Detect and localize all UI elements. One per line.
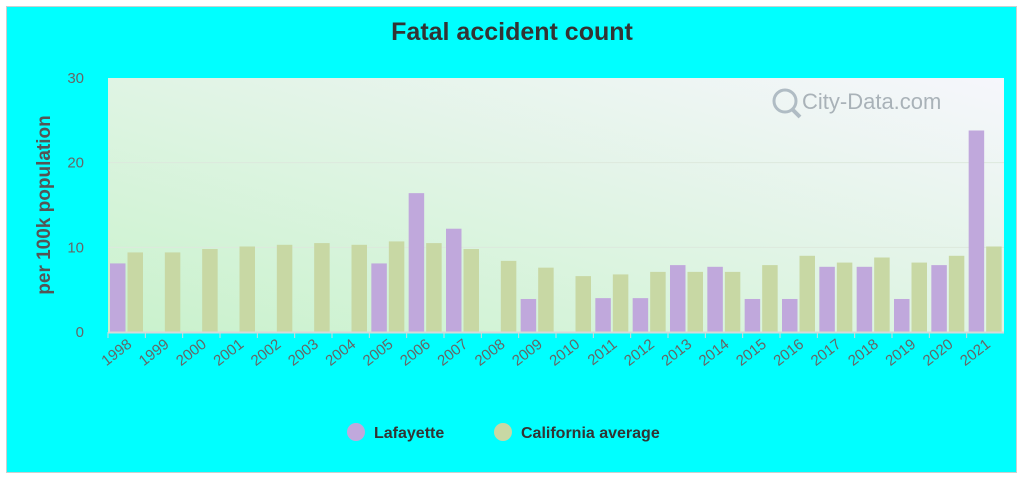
legend-label-california-average: California average [521, 425, 660, 442]
bar-california-average-2001 [239, 246, 255, 332]
bar-california-average-2000 [202, 249, 218, 332]
bar-california-average-2021 [986, 246, 1002, 332]
x-tick-label: 2006 [397, 336, 434, 370]
x-tick-label: 2017 [808, 336, 845, 370]
x-tick-label: 2001 [210, 336, 247, 370]
bar-california-average-2014 [724, 271, 741, 332]
watermark-magnifier-icon [772, 88, 798, 114]
bar-lafayette-2005 [371, 263, 387, 332]
bar-lafayette-2007 [446, 228, 462, 332]
bar-california-average-1998 [127, 252, 143, 332]
x-tick-label: 2010 [546, 336, 583, 370]
bar-california-average-2016 [799, 255, 815, 332]
watermark-text: City-Data.com [802, 89, 941, 114]
x-tick-label: 2000 [173, 336, 210, 370]
bar-california-average-2020 [948, 255, 965, 332]
y-tick-label: 20 [67, 155, 84, 172]
bar-lafayette-2017 [819, 266, 835, 332]
x-axis: 1998 1999 2000 2001 2002 2003 2004 2005 2006 2007… [98, 331, 1004, 370]
bar-lafayette-2013 [670, 265, 686, 332]
bar-california-average-2006 [426, 243, 442, 332]
y-tick-label: 10 [67, 239, 84, 256]
bar-lafayette-2015 [744, 298, 761, 332]
x-tick-label: 2009 [509, 336, 546, 370]
x-tick-label: 2011 [585, 336, 621, 369]
x-tick-label: 2013 [658, 336, 695, 370]
bar-california-average-2015 [762, 265, 778, 332]
y-tick-label: 0 [76, 324, 84, 341]
x-tick-label: 2012 [621, 336, 658, 370]
y-axis: 0 10 20 30 [67, 70, 84, 341]
bar-california-average-1999 [164, 252, 181, 332]
plot-area [108, 78, 1004, 332]
legend-swatch-lafayette [347, 423, 365, 441]
x-tick-label: 2020 [920, 336, 957, 370]
y-tick-label: 30 [67, 70, 84, 87]
bar-lafayette-2020 [931, 265, 947, 332]
bar-california-average-2004 [351, 244, 367, 332]
bar-california-average-2008 [500, 260, 517, 332]
bar-lafayette-2016 [782, 298, 798, 332]
bar-lafayette-2021 [968, 130, 985, 332]
x-tick-label: 2007 [434, 336, 471, 370]
x-tick-label: 2021 [957, 336, 994, 370]
legend-swatch-california-average [494, 423, 512, 441]
bar-california-average-2007 [463, 249, 479, 332]
bar-california-average-2010 [575, 276, 591, 332]
bar-california-average-2009 [538, 267, 554, 332]
bar-california-average-2018 [874, 257, 890, 332]
bar-california-average-2011 [612, 274, 629, 332]
bar-california-average-2017 [836, 262, 853, 332]
x-tick-label: 2015 [733, 336, 770, 370]
legend-label-lafayette: Lafayette [374, 425, 444, 442]
x-tick-label: 2008 [472, 336, 509, 370]
x-tick-label: 2003 [285, 336, 322, 370]
legend: Lafayette California average [347, 423, 660, 442]
x-tick-label: 2002 [248, 336, 285, 370]
x-tick-label: 2019 [882, 336, 919, 370]
x-tick-label: 2014 [696, 336, 733, 370]
bar-california-average-2019 [911, 262, 927, 332]
y-axis-label: per 100k population [34, 115, 55, 294]
x-tick-label: 2016 [770, 336, 807, 370]
x-tick-label: 2004 [322, 336, 359, 370]
bar-lafayette-1998 [110, 263, 126, 332]
x-tick-label: 2018 [845, 336, 882, 370]
bar-california-average-2002 [276, 244, 293, 332]
bar-california-average-2003 [314, 243, 330, 332]
bar-lafayette-2014 [707, 266, 723, 332]
bars [110, 130, 1002, 332]
x-tick-label: 1999 [136, 336, 173, 370]
bar-lafayette-2011 [595, 298, 611, 332]
bar-california-average-2012 [650, 271, 666, 332]
bar-lafayette-2006 [408, 193, 425, 332]
watermark: City-Data.com [772, 88, 941, 119]
bar-california-average-2005 [388, 241, 405, 332]
watermark-handle [791, 108, 802, 119]
bar-lafayette-2012 [632, 298, 649, 332]
x-tick-label: 2005 [360, 336, 397, 370]
x-tick-label: 1998 [98, 336, 135, 370]
bar-california-average-2013 [687, 271, 703, 332]
chart-title: Fatal accident count [391, 18, 633, 46]
gridlines [108, 162, 1004, 248]
bar-lafayette-2019 [894, 298, 910, 332]
bar-lafayette-2018 [856, 266, 873, 332]
bar-lafayette-2009 [520, 298, 537, 332]
